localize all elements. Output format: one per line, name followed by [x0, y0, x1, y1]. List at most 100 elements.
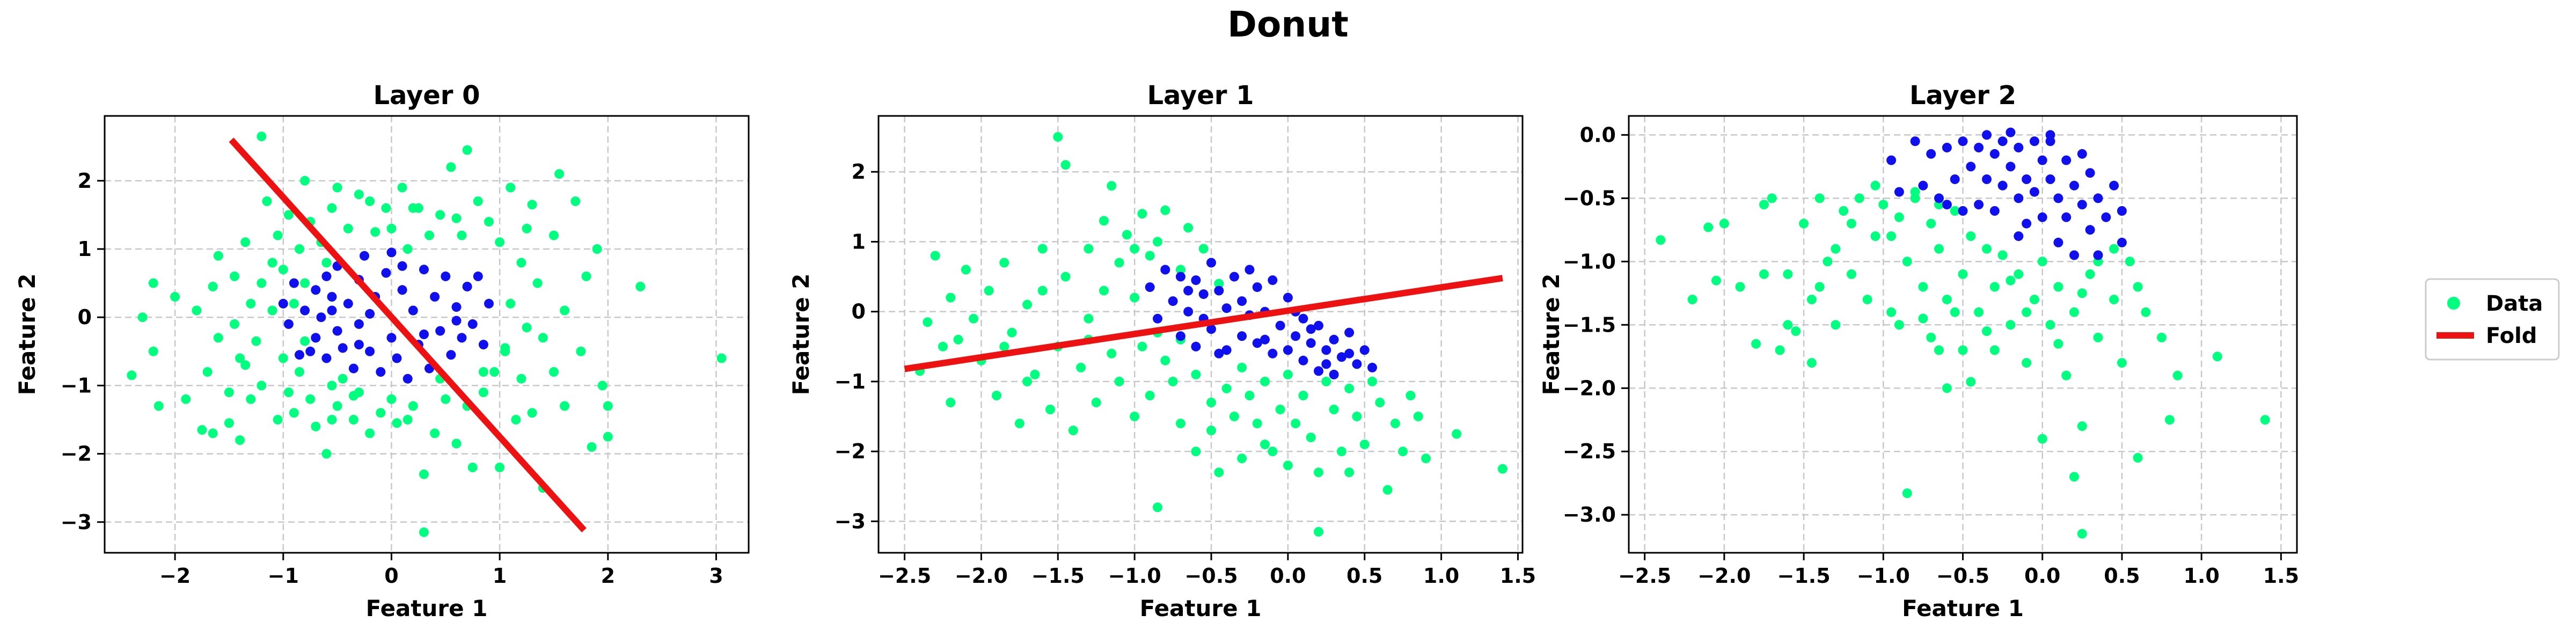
point-class_a — [2133, 453, 2143, 463]
point-class_a — [348, 391, 358, 401]
point-class_a — [1974, 307, 1984, 317]
point-class_b — [392, 353, 402, 363]
point-class_a — [1942, 383, 1952, 393]
point-class_b — [457, 333, 467, 343]
point-class_a — [278, 353, 288, 363]
point-class_b — [1329, 334, 1339, 345]
point-class_a — [273, 415, 283, 425]
y-tick-label: −2.5 — [1563, 440, 1616, 463]
y-tick-label: −2 — [61, 442, 92, 466]
point-class_a — [1398, 447, 1408, 457]
point-class_a — [1982, 326, 1992, 336]
point-class_a — [202, 367, 213, 377]
point-class_b — [484, 298, 494, 309]
point-class_a — [1950, 307, 1960, 317]
panel-0: −2 −1 0 1 2 3 −3 −2 −1 0 1 2 Layer 0 Feature 1 Feature… — [14, 80, 750, 621]
point-class_b — [2037, 155, 2047, 165]
point-class_b — [360, 251, 369, 261]
point-class_a — [240, 360, 251, 370]
x-tick-label: 3 — [709, 564, 723, 588]
point-class_a — [938, 341, 948, 352]
point-class_a — [597, 380, 608, 391]
point-class_a — [930, 251, 940, 261]
point-class_a — [1783, 320, 1793, 330]
point-class_a — [478, 387, 488, 398]
point-class_a — [489, 367, 500, 377]
point-class_a — [1084, 244, 1094, 254]
point-class_a — [1091, 398, 1101, 407]
point-class_a — [441, 394, 451, 404]
point-class_a — [224, 418, 234, 428]
point-class_a — [338, 374, 348, 384]
point-class_a — [230, 271, 239, 281]
point-class_b — [2093, 250, 2103, 260]
point-class_a — [1831, 320, 1841, 330]
x-tick-label: 0.5 — [1346, 564, 1382, 588]
point-class_a — [473, 196, 483, 206]
point-class_b — [2061, 212, 2072, 222]
point-class_a — [946, 292, 956, 303]
point-class_b — [446, 350, 456, 360]
point-class_a — [592, 244, 602, 254]
point-class_a — [554, 169, 565, 179]
point-class_a — [2164, 415, 2175, 425]
x-tick-label: 2 — [601, 564, 615, 588]
point-class_b — [386, 247, 397, 258]
legend-marker-data — [2447, 297, 2460, 310]
panels: −2 −1 0 1 2 3 −3 −2 −1 0 1 2 Layer 0 Feature 1 Feature… — [14, 80, 2299, 621]
y-tick-label: −1.5 — [1563, 313, 1616, 336]
point-class_a — [1375, 398, 1385, 407]
point-class_a — [305, 394, 316, 404]
point-class_b — [1283, 292, 1293, 303]
legend: Data Fold — [2425, 278, 2560, 361]
point-class_a — [137, 312, 148, 323]
point-class_a — [402, 244, 413, 254]
point-class_a — [462, 145, 472, 155]
point-class_b — [1283, 345, 1293, 355]
point-class_a — [1206, 398, 1216, 407]
point-class_a — [516, 258, 526, 268]
point-class_a — [1870, 231, 1880, 241]
point-class_b — [2045, 174, 2055, 184]
point-class_a — [1160, 205, 1170, 215]
point-class_a — [511, 415, 521, 425]
point-class_b — [402, 374, 413, 384]
point-class_b — [1168, 296, 1178, 306]
point-class_a — [1421, 453, 1431, 464]
point-class_b — [1214, 348, 1224, 358]
point-class_a — [953, 334, 963, 345]
point-class_a — [1122, 230, 1132, 240]
point-class_b — [467, 319, 478, 329]
point-class_a — [446, 162, 456, 172]
point-class_a — [2077, 421, 2087, 431]
point-class_b — [1982, 130, 1992, 140]
y-tick-label: −3.0 — [1563, 503, 1616, 526]
point-class_a — [560, 401, 570, 411]
point-class_b — [283, 319, 294, 329]
point-class_a — [506, 298, 516, 309]
point-class_a — [1229, 412, 1239, 421]
point-class_a — [1076, 362, 1086, 372]
point-class_b — [1942, 143, 1952, 152]
point-class_a — [295, 367, 304, 377]
point-class_a — [419, 527, 429, 537]
point-class_a — [1966, 231, 1976, 241]
point-class_b — [381, 268, 391, 278]
point-class_b — [332, 326, 342, 336]
point-class_a — [1854, 193, 1864, 203]
point-class_b — [321, 271, 332, 281]
point-class_a — [430, 428, 440, 438]
point-class_b — [338, 343, 348, 353]
point-class_a — [1336, 447, 1346, 457]
y-tick-label: −3 — [835, 509, 866, 533]
point-class_a — [283, 210, 294, 220]
point-class_a — [1719, 218, 1729, 229]
point-class_b — [1982, 174, 1992, 184]
point-class_a — [262, 196, 272, 206]
point-class_a — [425, 230, 434, 240]
point-class_a — [192, 305, 202, 316]
point-class_a — [1352, 412, 1362, 421]
point-class_a — [1045, 405, 1055, 414]
point-class_a — [251, 336, 261, 346]
point-class_a — [332, 401, 342, 411]
